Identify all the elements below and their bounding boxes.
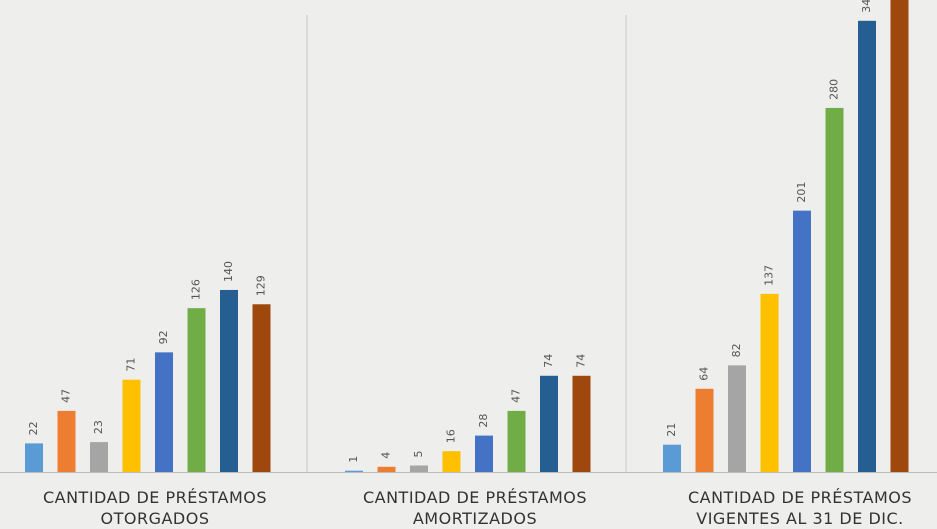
bar — [187, 308, 206, 472]
bar — [345, 470, 363, 472]
bar — [90, 442, 108, 472]
data-label: 64 — [698, 367, 711, 381]
data-label: 347 — [860, 0, 873, 13]
data-label: 280 — [828, 79, 841, 100]
data-label: 28 — [477, 414, 490, 428]
bar — [663, 444, 681, 472]
bar — [155, 352, 173, 472]
data-label: 47 — [510, 389, 523, 403]
bar — [728, 365, 746, 472]
data-label: 92 — [157, 330, 170, 344]
data-label: 129 — [255, 275, 268, 296]
bar — [57, 410, 76, 472]
data-label: 4 — [380, 452, 393, 459]
data-label: 126 — [190, 279, 203, 300]
data-label: 21 — [665, 423, 678, 437]
chart-title: CANTIDAD DE PRÉSTAMOS — [363, 488, 587, 507]
bar — [695, 388, 714, 472]
bar — [252, 304, 271, 472]
bar — [25, 443, 43, 472]
bar — [760, 293, 779, 472]
data-label: 5 — [412, 450, 425, 457]
chart-title: OTORGADOS — [101, 509, 210, 528]
data-label: 137 — [763, 265, 776, 286]
bar — [793, 210, 811, 472]
bar — [507, 410, 526, 472]
bar — [410, 465, 428, 472]
data-label: 71 — [125, 358, 138, 372]
data-label: 74 — [542, 354, 555, 368]
plots — [25, 0, 909, 473]
bar — [475, 435, 493, 472]
data-label: 47 — [60, 389, 73, 403]
bar — [122, 379, 141, 472]
bar — [220, 289, 238, 472]
data-label: 140 — [222, 261, 235, 282]
chart-title: CANTIDAD DE PRÉSTAMOS — [43, 488, 267, 507]
bar — [540, 375, 558, 472]
bar — [442, 451, 461, 472]
bar — [377, 466, 396, 472]
data-label: 1 — [347, 456, 360, 463]
bar — [890, 0, 909, 472]
data-label: 82 — [730, 343, 743, 357]
bar — [572, 375, 591, 472]
data-label: 23 — [92, 420, 105, 434]
data-label: 201 — [795, 182, 808, 203]
data-label: 16 — [445, 429, 458, 443]
bar — [825, 107, 844, 473]
chart-title: CANTIDAD DE PRÉSTAMOS — [688, 488, 912, 507]
bar — [858, 20, 876, 472]
chart-title: AMORTIZADOS — [413, 509, 537, 528]
chart-title: VIGENTES AL 31 DE DIC. — [696, 509, 903, 528]
data-label: 74 — [575, 354, 588, 368]
data-label: 22 — [27, 421, 40, 435]
